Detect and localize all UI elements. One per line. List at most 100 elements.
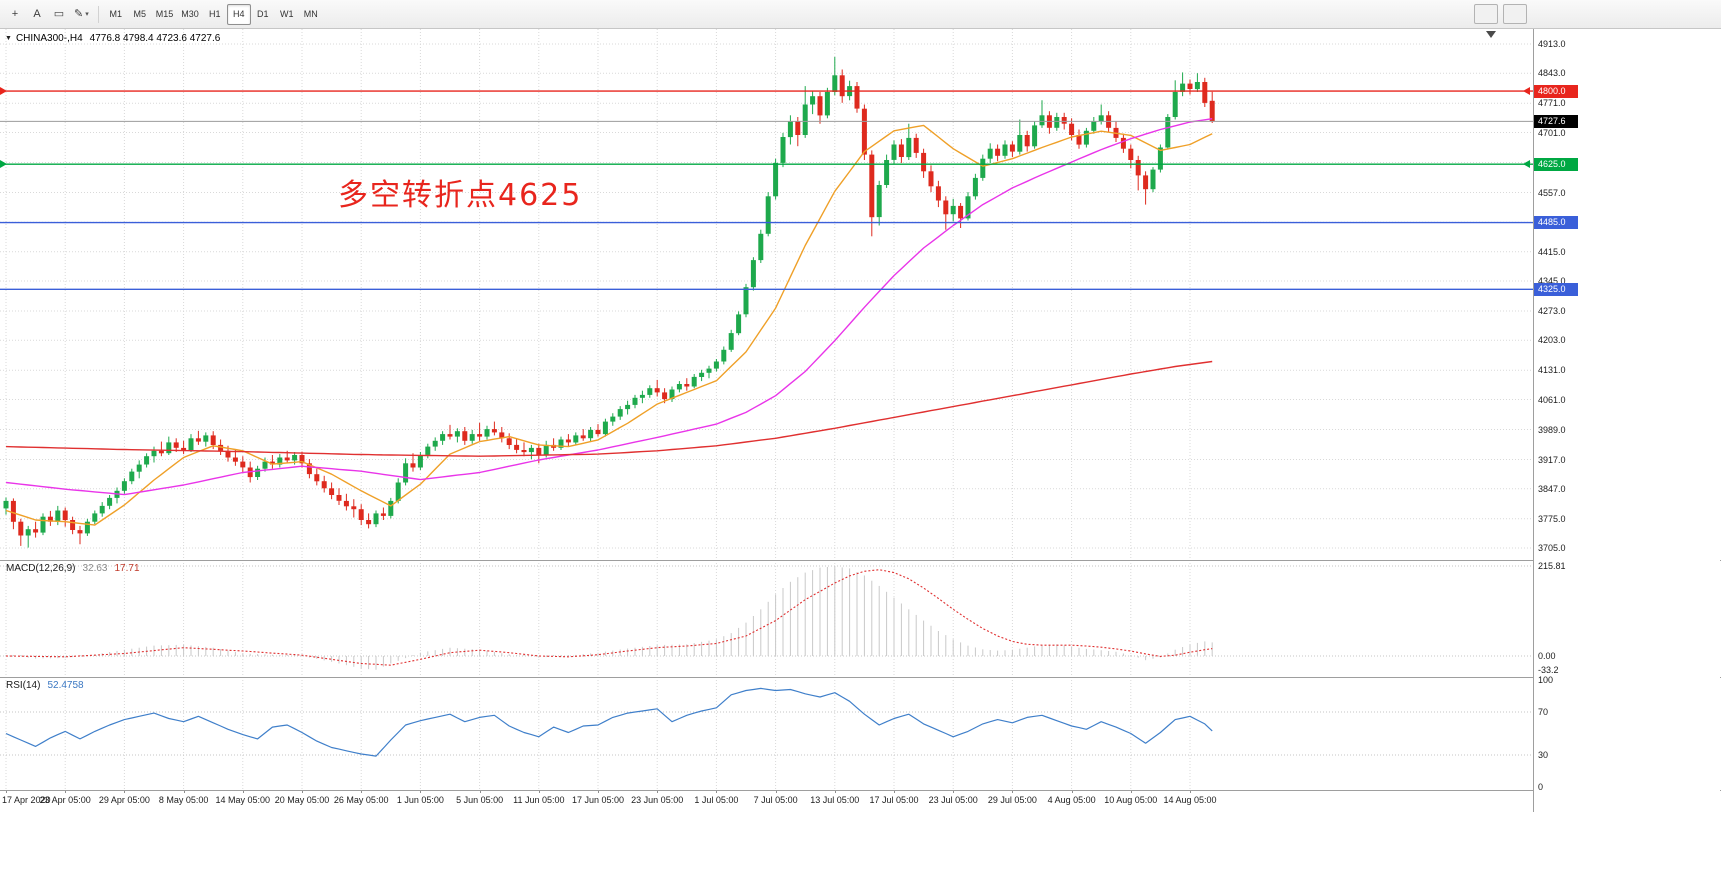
time-tick [775,790,777,793]
rsi-axis-label: 30 [1538,750,1549,760]
time-tick [65,790,67,793]
time-tick [124,790,126,793]
time-axis-label: 1 Jul 05:00 [694,795,739,805]
rsi-label: RSI(14) 52.4758 [6,680,84,691]
time-axis-label: 23 Jun 05:00 [631,795,684,805]
rsi-panel[interactable]: RSI(14) 52.4758 [0,677,1533,790]
time-tick [1012,790,1014,793]
macd-main-value: 32.63 [82,563,108,574]
time-tick [6,790,7,793]
timeframe-button-m1[interactable]: M1 [104,4,128,25]
shapes-tool-icon: ▭ [53,8,65,21]
time-tick [1130,790,1132,793]
time-axis-label: 1 Jun 05:00 [396,795,444,805]
price-axis-label: 4913.0 [1538,39,1566,49]
price-axis-label: 4061.0 [1538,394,1566,405]
price-chart-panel[interactable]: ▼ CHINA300-,H4 4776.8 4798.4 4723.6 4727.6… [0,29,1533,560]
rsi-chart-canvas[interactable] [0,677,1533,790]
rsi-axis-label: 70 [1538,707,1549,717]
draw-tools-button[interactable]: ✎ ▾ [70,3,93,24]
rsi-value: 52.4758 [47,680,84,691]
annotation-text[interactable]: 多空转折点4625 [338,178,583,213]
collapse-arrow-icon[interactable]: ▼ [5,35,12,42]
text-label-tool-button[interactable]: A [26,4,48,25]
time-axis-label: 26 May 05:00 [333,795,389,805]
time-axis-label: 8 May 05:00 [158,795,209,805]
time-axis-label: 10 Aug 05:00 [1104,795,1158,805]
chart-title: ▼ CHINA300-,H4 4776.8 4798.4 4723.6 4727.6 [5,33,220,44]
price-axis-label: 3705.0 [1538,543,1566,553]
macd-label: MACD(12,26,9) 32.63 17.71 [6,563,140,574]
timeframe-button-d1[interactable]: D1 [251,4,275,25]
shapes-tool-button[interactable]: ▭ [48,3,70,24]
time-axis-label: 23 Apr 05:00 [39,795,91,805]
price-axis-label: 4131.0 [1538,365,1566,376]
price-axis-label: 4843.0 [1538,68,1566,79]
macd-panel[interactable]: MACD(12,26,9) 32.63 17.71 [0,560,1533,677]
level-left-marker-icon[interactable] [0,87,7,96]
chart-shift-marker-icon[interactable] [1486,31,1496,38]
macd-chart-canvas[interactable] [0,560,1533,677]
macd-axis-label: 0.00 [1538,651,1556,661]
price-axis-label: 3775.0 [1538,513,1566,524]
toolbar-separator [97,5,99,23]
time-axis-label: 7 Jul 05:00 [753,795,798,805]
time-tick [361,790,363,793]
price-level-badge[interactable]: 4800.0 [1534,84,1578,98]
time-tick [420,790,422,793]
rsi-axis-label: 0 [1538,782,1544,793]
timeframe-button-w1[interactable]: W1 [275,4,299,25]
draw-tools-icon: ✎ [74,8,84,21]
time-axis-label: 20 May 05:00 [274,795,330,805]
time-tick [183,790,185,793]
price-level-badge[interactable]: 4485.0 [1534,216,1578,230]
candlestick-chart-canvas[interactable] [0,29,1533,560]
timeframe-button-mn[interactable]: MN [299,4,323,25]
price-axis-label: 4345.0 [1538,276,1566,286]
time-tick [1071,790,1073,793]
time-axis-label: 17 Jun 05:00 [571,795,625,805]
time-axis-label: 5 Jun 05:00 [456,795,504,805]
price-axis[interactable]: 4913.0 4843.0 4771.0 4701.0 4557.0 4415.0 4345… [1534,29,1720,812]
price-level-badge[interactable]: 4727.6 [1534,114,1578,128]
time-axis[interactable]: 17 Apr 2020 23 Apr 05:00 29 Apr 05:00 8 May… [0,790,1533,812]
panel-separator[interactable] [0,677,1721,678]
panel-button-1[interactable] [1474,4,1498,24]
level-right-marker-icon[interactable] [1523,160,1530,169]
time-tick [598,790,599,793]
price-axis-label: 4415.0 [1538,246,1566,257]
price-axis-label: 4203.0 [1538,335,1566,346]
price-level-badge[interactable]: 4325.0 [1534,282,1578,296]
time-tick [1190,790,1191,793]
time-axis-label: 23 Jul 05:00 [928,795,978,805]
time-axis-label: 29 Apr 05:00 [98,795,150,805]
timeframe-button-m30[interactable]: M30 [177,4,203,25]
panel-separator [0,790,1721,791]
time-axis-label: 29 Jul 05:00 [987,795,1037,805]
timeframe-button-m15[interactable]: M15 [152,4,178,25]
panel-button-2[interactable] [1503,4,1527,24]
time-tick [538,790,540,793]
macd-axis-label: -33.2 [1538,664,1559,675]
panel-separator[interactable] [0,560,1721,561]
toolbar: + A ▭ ✎ ▾ M1 M5 M15 M30 H1 H4 D1 W1 MN [0,0,1721,29]
level-left-marker-icon[interactable] [0,160,7,169]
macd-axis-label: 215.81 [1538,561,1566,571]
timeframe-button-h1[interactable]: H1 [203,4,227,25]
macd-signal-value: 17.71 [114,563,140,574]
time-axis-label: 13 Jul 05:00 [810,795,860,805]
time-tick [302,790,303,793]
time-tick [716,790,718,793]
timeframe-button-m5[interactable]: M5 [128,4,152,25]
text-label-tool-icon: A [33,8,41,21]
chart-area[interactable]: ▼ CHINA300-,H4 4776.8 4798.4 4723.6 4727.6… [0,29,1533,812]
time-axis-label: 14 Aug 05:00 [1163,795,1217,805]
price-level-badge[interactable]: 4625.0 [1534,157,1578,171]
time-tick [894,790,895,793]
price-axis-label: 4273.0 [1538,306,1566,316]
price-axis-label: 4771.0 [1538,98,1566,109]
crosshair-tool-button[interactable]: + [4,4,26,25]
level-right-marker-icon[interactable] [1523,87,1530,96]
time-tick [479,790,481,793]
timeframe-button-h4[interactable]: H4 [226,3,251,25]
